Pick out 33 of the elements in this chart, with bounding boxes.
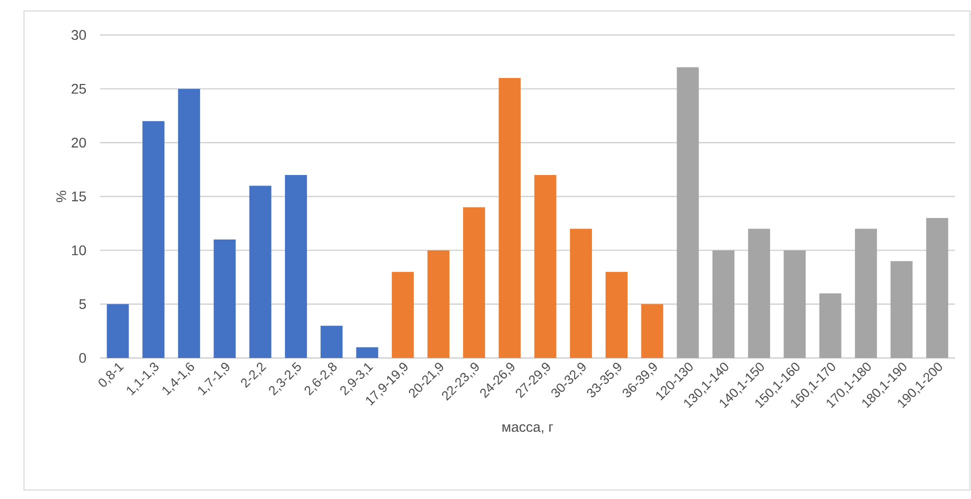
bar (284, 174, 307, 358)
bar (854, 228, 877, 358)
bar (712, 250, 734, 358)
bar (534, 174, 556, 358)
bar (570, 228, 592, 358)
bar (178, 88, 200, 358)
y-tick-label: 5 (79, 299, 86, 310)
y-axis-title: % (56, 190, 66, 202)
bar (819, 293, 842, 358)
bar (249, 186, 272, 358)
bar (784, 250, 806, 358)
bar (498, 78, 521, 358)
bar (606, 272, 628, 358)
y-tick-label: 10 (72, 245, 86, 256)
y-tick-label: 20 (72, 138, 86, 148)
y-tick-label: 15 (72, 192, 86, 202)
bar (926, 218, 948, 358)
bar (641, 304, 664, 358)
bar (392, 272, 414, 358)
bar (356, 347, 378, 358)
bar (427, 250, 450, 358)
bar (890, 261, 913, 358)
y-tick-label: 30 (72, 30, 86, 40)
bar (142, 121, 164, 358)
bar (214, 240, 236, 358)
bar (463, 207, 486, 358)
bar (106, 304, 129, 358)
bar (748, 228, 770, 358)
bar (320, 326, 343, 358)
y-tick-label: 0 (79, 353, 86, 363)
x-axis-title: масса, г (502, 424, 554, 434)
bar (676, 67, 699, 358)
y-tick-label: 25 (72, 84, 86, 94)
